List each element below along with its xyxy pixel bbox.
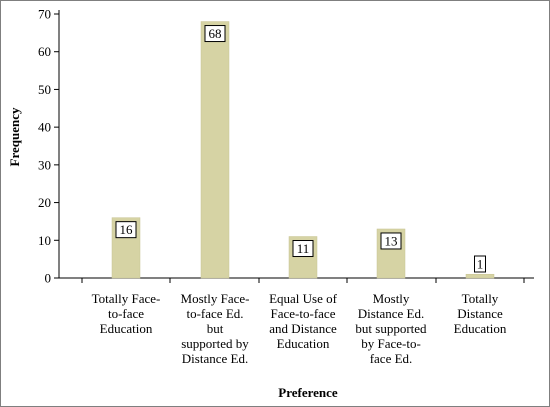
category-label-line: Distance [457, 306, 503, 321]
data-label: 68 [209, 26, 222, 41]
category-label-line: Distance Ed. [182, 351, 248, 366]
category-label-line: Totally Face- [92, 291, 161, 306]
y-tick-label: 0 [45, 271, 52, 286]
data-label-box [204, 25, 226, 43]
category-label-line: supported by [181, 336, 249, 351]
category-label-line: Equal Use of [269, 291, 338, 306]
category-label-line: Education [454, 321, 507, 336]
data-label-box [292, 240, 314, 258]
category-label-line: but supported [355, 321, 427, 336]
data-label-box [380, 232, 402, 250]
y-tick-label: 30 [38, 157, 51, 172]
category-label: Mostly Face-to-face Ed. but supported by Di… [181, 291, 250, 366]
category-label-line: but [207, 321, 224, 336]
category-label: Equal Use of Face-to-face and Distance Educ… [269, 291, 338, 351]
category-label-line: Distance Ed. [358, 306, 424, 321]
category-label: Mostly Distance Ed. but supported by Face-t… [355, 291, 427, 366]
category-label-line: face Ed. [370, 351, 413, 366]
category-label: Totally Face-to-face Education [92, 291, 161, 336]
category-label-line: Mostly [373, 291, 410, 306]
category-label-line: to-face [108, 306, 144, 321]
y-tick-label: 50 [38, 82, 51, 97]
category-label-line: Mostly Face- [181, 291, 250, 306]
category-label-line: Face-to-face [271, 306, 336, 321]
y-tick-label: 20 [38, 195, 51, 210]
bar [465, 273, 495, 279]
category-label-line: by Face-to- [361, 336, 421, 351]
category-label-line: to-face Ed. [186, 306, 243, 321]
data-label: 16 [120, 222, 134, 237]
category-label-line: and Distance [269, 321, 337, 336]
x-axis-title: Preference [278, 385, 338, 400]
y-tick-label: 40 [38, 120, 51, 135]
bar [200, 21, 230, 279]
y-axis-title: Frequency [7, 107, 22, 166]
y-tick-label: 60 [38, 44, 51, 59]
category-label-line: Totally [462, 291, 499, 306]
data-label-box [474, 255, 486, 273]
category-label-line: Education [277, 336, 330, 351]
category-label-line: Education [100, 321, 153, 336]
y-tick-label: 70 [38, 7, 51, 22]
data-label: 13 [385, 233, 398, 248]
data-label: 1 [477, 257, 484, 272]
data-label-box [115, 221, 137, 239]
data-label: 11 [297, 241, 310, 256]
category-label: Totally Distance Education [454, 291, 507, 336]
y-tick-label: 10 [38, 233, 51, 248]
